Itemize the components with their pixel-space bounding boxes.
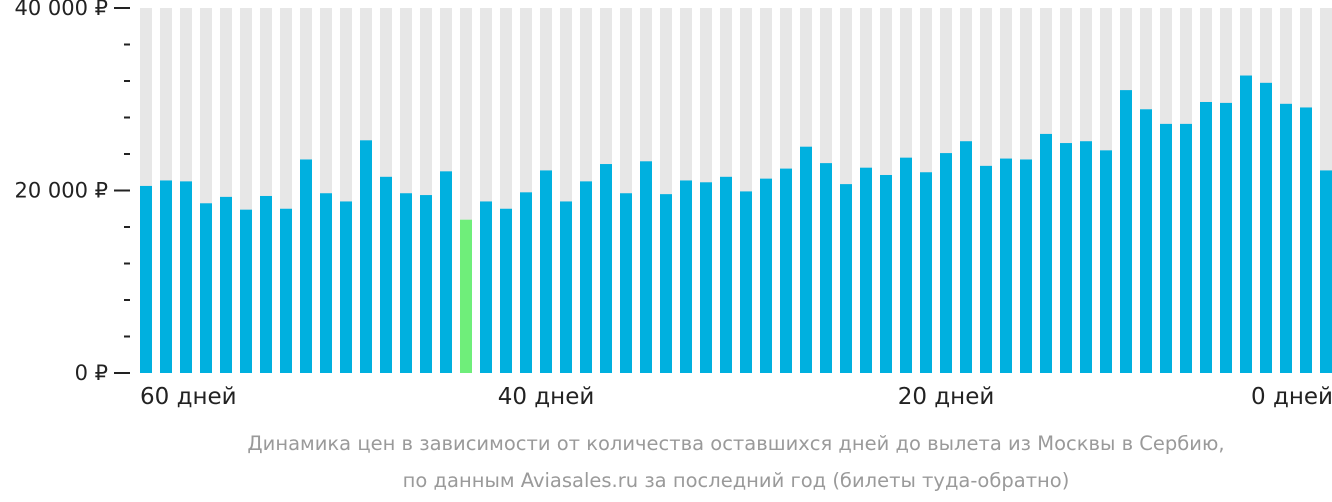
price-bar[interactable] xyxy=(1240,75,1252,374)
price-bar[interactable] xyxy=(720,176,732,373)
background-columns xyxy=(140,8,1332,373)
price-bars xyxy=(140,75,1332,374)
price-bar-cheapest[interactable] xyxy=(460,219,472,373)
price-bar[interactable] xyxy=(640,161,652,373)
price-bar[interactable] xyxy=(980,165,992,373)
price-bar[interactable] xyxy=(560,201,572,373)
x-tick-label: 40 дней xyxy=(498,384,595,410)
price-bar[interactable] xyxy=(740,191,752,373)
price-bar[interactable] xyxy=(280,208,292,373)
price-bar[interactable] xyxy=(820,163,832,373)
price-bar[interactable] xyxy=(380,176,392,373)
price-bar[interactable] xyxy=(960,141,972,373)
price-bar[interactable] xyxy=(1020,159,1032,373)
price-bar[interactable] xyxy=(400,193,412,373)
price-bar[interactable] xyxy=(1320,170,1332,373)
price-bar[interactable] xyxy=(540,170,552,373)
price-bar[interactable] xyxy=(480,201,492,373)
price-bar[interactable] xyxy=(760,178,772,373)
price-bar[interactable] xyxy=(1280,103,1292,373)
price-bar[interactable] xyxy=(600,164,612,373)
price-bar[interactable] xyxy=(660,194,672,373)
price-bar[interactable] xyxy=(700,182,712,373)
price-bar[interactable] xyxy=(140,185,152,373)
price-bar[interactable] xyxy=(880,174,892,373)
price-bar[interactable] xyxy=(1160,123,1172,373)
price-bar[interactable] xyxy=(1260,82,1272,373)
x-tick-label: 0 дней xyxy=(1251,384,1332,410)
y-tick-label: 40 000 ₽ xyxy=(14,0,108,20)
price-bar[interactable] xyxy=(340,201,352,373)
price-bar[interactable] xyxy=(1080,141,1092,373)
price-bar[interactable] xyxy=(1060,143,1072,373)
price-bar[interactable] xyxy=(1040,133,1052,373)
price-bar[interactable] xyxy=(1300,107,1312,374)
price-bar[interactable] xyxy=(220,196,232,373)
price-bar[interactable] xyxy=(1000,158,1012,373)
price-bar[interactable] xyxy=(500,208,512,373)
price-bar[interactable] xyxy=(620,193,632,373)
price-bar[interactable] xyxy=(800,146,812,373)
price-bar[interactable] xyxy=(1120,90,1132,373)
price-bar[interactable] xyxy=(900,157,912,373)
price-bar[interactable] xyxy=(160,180,172,373)
price-bar[interactable] xyxy=(580,181,592,373)
price-bar[interactable] xyxy=(180,181,192,373)
price-bar[interactable] xyxy=(860,167,872,373)
price-bar[interactable] xyxy=(920,172,932,373)
price-bar[interactable] xyxy=(780,168,792,373)
price-bar[interactable] xyxy=(420,195,432,373)
price-bar[interactable] xyxy=(360,140,372,373)
price-bar[interactable] xyxy=(520,192,532,373)
price-bar[interactable] xyxy=(260,195,272,373)
caption-line-2: по данным Aviasales.ru за последний год … xyxy=(403,469,1070,492)
price-bar[interactable] xyxy=(320,193,332,373)
chart-caption: Динамика цен в зависимости от количества… xyxy=(247,432,1224,492)
x-axis: 60 дней 40 дней 20 дней 0 дней xyxy=(140,384,1332,410)
price-bar[interactable] xyxy=(680,180,692,373)
price-bar[interactable] xyxy=(240,209,252,373)
price-bar[interactable] xyxy=(300,159,312,373)
x-tick-label: 20 дней xyxy=(898,384,995,410)
price-bar[interactable] xyxy=(1180,123,1192,373)
price-bar[interactable] xyxy=(1140,109,1152,373)
price-bar[interactable] xyxy=(1100,150,1112,373)
caption-line-1: Динамика цен в зависимости от количества… xyxy=(247,432,1224,455)
price-bar[interactable] xyxy=(200,203,212,373)
y-tick-label: 20 000 ₽ xyxy=(14,179,108,203)
price-bar[interactable] xyxy=(1220,102,1232,374)
y-axis: 0 ₽ 20 000 ₽ 40 000 ₽ xyxy=(14,0,130,385)
price-bar[interactable] xyxy=(440,171,452,373)
y-tick-label: 0 ₽ xyxy=(75,361,108,385)
price-bar[interactable] xyxy=(1200,101,1212,374)
x-tick-label: 60 дней xyxy=(140,384,237,410)
price-bar[interactable] xyxy=(840,184,852,373)
price-bar[interactable] xyxy=(940,153,952,373)
